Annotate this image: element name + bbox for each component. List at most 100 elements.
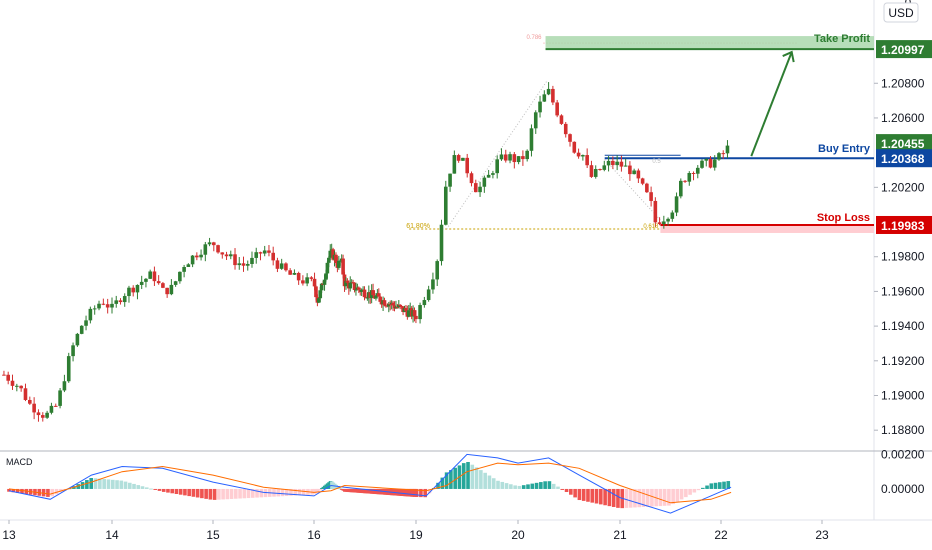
candle-body <box>122 296 127 303</box>
candle-body <box>615 161 619 166</box>
candle-body <box>404 308 408 312</box>
macd-histogram-bar <box>466 461 470 489</box>
candle-body <box>431 279 435 290</box>
candle-body <box>619 161 624 167</box>
candle-body <box>632 170 636 175</box>
candle-body <box>585 155 589 166</box>
macd-histogram-bar <box>453 467 457 489</box>
candle-body <box>551 88 555 103</box>
trade-zones <box>545 36 874 233</box>
macd-histogram-bar <box>187 488 191 497</box>
price-axis[interactable]: 1.20800 1.20600 1.20200 1.19800 1.19600 1.194… <box>874 76 925 437</box>
macd-histogram-bar <box>726 481 731 489</box>
candle-body <box>186 264 191 267</box>
candle-body <box>572 141 577 153</box>
macd-histogram-bar <box>564 488 569 493</box>
buy-entry-label: Buy Entry <box>818 143 871 155</box>
candle-body <box>456 155 461 161</box>
time-tick-label: 19 <box>409 528 423 542</box>
time-tick-label: 22 <box>714 528 728 542</box>
price-tag-box <box>876 134 932 153</box>
macd-histogram-bar <box>603 488 607 506</box>
candle-body <box>309 277 314 279</box>
candle-body <box>279 263 284 269</box>
price-tag-label: 1.20997 <box>881 43 925 57</box>
candle-body <box>40 415 45 418</box>
candle-body <box>254 252 259 258</box>
candle-body <box>412 310 417 316</box>
target-arrow[interactable] <box>750 50 795 157</box>
macd-histogram-bar <box>713 482 718 489</box>
candle-body <box>195 255 199 258</box>
candle-body <box>555 102 559 116</box>
candle-body <box>636 170 641 179</box>
time-axis[interactable]: 13 14 15 16 19 20 21 22 23 <box>2 520 829 542</box>
candle-body <box>725 145 730 154</box>
macd-histogram-bar <box>195 488 200 498</box>
candle-body <box>245 263 250 266</box>
macd-tick-label: 0.00000 <box>881 482 925 496</box>
macd-histogram-bar <box>684 488 688 498</box>
candle-body <box>414 315 418 320</box>
macd-histogram-bar <box>423 488 427 498</box>
candle-body <box>301 280 305 284</box>
candle-body <box>365 297 370 299</box>
candle-body <box>704 158 709 161</box>
candle-body <box>344 280 348 287</box>
candlestick-series <box>2 82 730 422</box>
candle-body <box>529 128 534 151</box>
candle-body <box>49 405 54 413</box>
stop-loss-label: Stop Loss <box>817 212 870 224</box>
macd-label: MACD <box>6 457 33 467</box>
macd-histogram-bar <box>590 488 595 503</box>
macd-line <box>8 453 732 514</box>
macd-histogram-bar <box>517 485 522 489</box>
annotations: Take Profit Buy Entry Stop Loss 0.786 61.80%… <box>406 33 871 230</box>
macd-histogram-bar <box>80 482 85 489</box>
candle-body <box>328 250 333 258</box>
price-tag-box <box>876 149 932 168</box>
macd-histogram-bar <box>191 488 196 497</box>
macd-histogram-bar <box>255 488 259 498</box>
macd-histogram-bar <box>183 488 187 496</box>
macd-axis[interactable]: 0.00200 0.00000 <box>881 447 925 496</box>
macd-histogram-bar <box>560 488 565 490</box>
candle-body <box>237 263 242 266</box>
macd-histogram-bar <box>607 488 612 507</box>
macd-histogram-bar <box>212 488 217 500</box>
macd-histogram-bar <box>539 482 543 489</box>
macd-histogram-bar <box>238 488 242 499</box>
candle-body <box>406 310 411 317</box>
candle-body <box>695 167 700 174</box>
candle-body <box>45 412 49 418</box>
macd-histogram-bar <box>89 478 93 489</box>
macd-histogram-bar <box>581 488 586 501</box>
price-tick-label: 1.19200 <box>881 354 925 368</box>
price-tag-label: 1.20455 <box>881 137 925 151</box>
candle-body <box>377 293 381 297</box>
macd-histogram-bar <box>289 488 293 496</box>
candle-body <box>674 196 679 213</box>
macd-histogram-bar <box>412 488 417 497</box>
candle-body <box>465 157 470 174</box>
currency-button[interactable]: USD <box>883 2 919 23</box>
fib-786-label: 0.786 <box>526 35 542 41</box>
candle-body <box>357 287 361 290</box>
candle-body <box>461 157 465 161</box>
candle-body <box>653 200 658 223</box>
candle-body <box>324 273 328 280</box>
macd-histogram-bar <box>496 480 500 489</box>
time-tick-label: 23 <box>815 528 829 542</box>
macd-histogram-bar <box>200 488 204 499</box>
candle-body <box>118 300 123 303</box>
candle-body <box>512 154 517 163</box>
macd-histogram-bar <box>526 484 530 489</box>
candle-body <box>190 255 195 265</box>
macd-histogram-bar <box>509 484 513 489</box>
macd-histogram-bar <box>102 479 106 489</box>
macd-histogram-bar <box>259 488 264 498</box>
candle-body <box>666 218 670 222</box>
macd-histogram-bar <box>491 478 496 489</box>
macd-histogram-bar <box>246 488 251 499</box>
